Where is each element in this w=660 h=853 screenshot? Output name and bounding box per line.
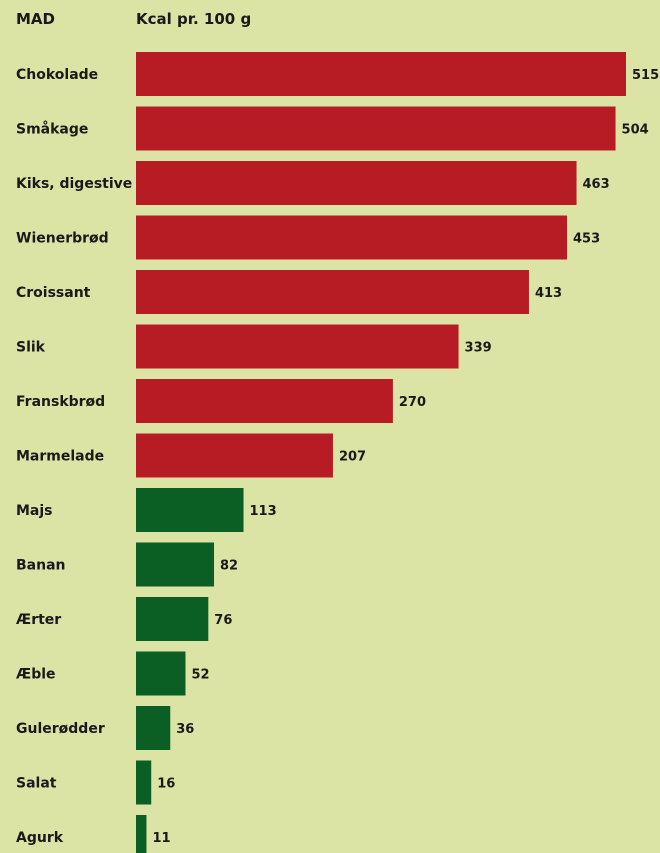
category-label-gulerodder: Gulerødder [16,721,105,737]
category-label-marmelade: Marmelade [16,449,104,465]
bar-aerter [136,597,209,641]
category-label-agurk: Agurk [16,830,64,846]
bar-smakage [136,106,616,151]
value-label-smakage: 504 [622,123,649,138]
category-label-kiks-digestive: Kiks, digestive [16,176,132,192]
category-label-chokolade: Chokolade [16,67,98,83]
category-label-aeble: Æble [16,667,56,683]
value-label-marmelade: 207 [339,450,366,465]
bar-franskbrod [136,379,393,423]
category-label-smakage: Småkage [16,121,88,138]
value-label-aerter: 76 [214,613,232,628]
bar-marmelade [136,433,333,478]
value-label-banan: 82 [220,559,238,574]
value-label-salat: 16 [157,777,175,792]
value-column-header: Kcal pr. 100 g [136,10,251,28]
bar-majs [136,488,244,532]
value-label-chokolade: 515 [632,68,659,83]
value-label-franskbrod: 270 [399,395,426,410]
category-column-header: MAD [16,10,55,28]
bar-kiks-digestive [136,161,577,205]
bar-slik [136,324,459,369]
category-label-slik: Slik [16,340,46,356]
value-label-gulerodder: 36 [176,722,194,737]
category-label-aerter: Ærter [16,612,61,628]
bar-agurk [136,815,147,853]
category-label-majs: Majs [16,503,53,519]
value-label-majs: 113 [250,504,277,519]
category-label-banan: Banan [16,558,66,574]
bar-croissant [136,270,529,314]
category-label-salat: Salat [16,776,57,792]
category-label-wienerbrod: Wienerbrød [16,231,109,247]
bar-gulerodder [136,706,171,750]
value-label-kiks-digestive: 463 [583,177,610,192]
value-label-aeble: 52 [191,668,209,683]
bar-banan [136,542,215,587]
value-label-croissant: 413 [535,286,562,301]
category-label-croissant: Croissant [16,285,91,301]
value-label-slik: 339 [465,341,492,356]
value-label-agurk: 11 [152,831,170,846]
bar-salat [136,760,152,805]
bar-aeble [136,651,186,696]
bars-group: Chokolade 515 Småkage 504 Kiks, digestive 463… [16,52,659,853]
bar-chokolade [136,52,626,96]
value-label-wienerbrod: 453 [573,232,600,247]
category-label-franskbrod: Franskbrød [16,394,105,410]
bar-wienerbrod [136,215,568,260]
